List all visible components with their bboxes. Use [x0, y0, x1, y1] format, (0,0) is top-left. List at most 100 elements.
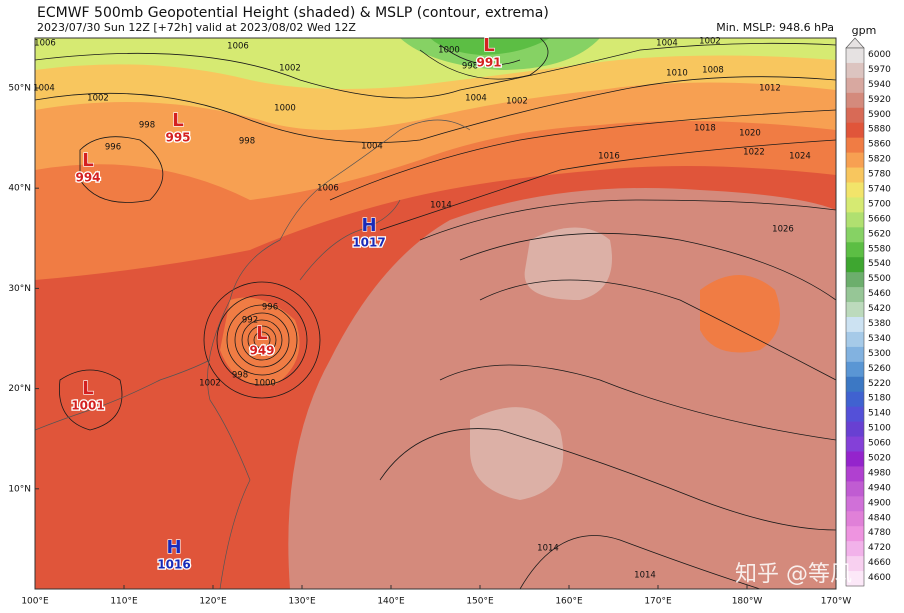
map-frame	[34, 37, 837, 590]
center-type: L	[172, 110, 183, 131]
center-value: 991	[476, 56, 501, 70]
colorbar-swatch	[846, 77, 864, 94]
watermark: 知乎 @等风	[735, 562, 852, 587]
colorbar-tick-label: 5780	[868, 170, 891, 180]
contour-label: 1004	[33, 84, 55, 94]
center-type: L	[82, 378, 93, 399]
colorbar-tick-label: 5860	[868, 140, 891, 150]
center-value: 1001	[71, 399, 104, 413]
lon-label: 120°E	[199, 597, 227, 607]
contour-label: 1004	[361, 142, 383, 152]
lon-label: 160°E	[555, 597, 583, 607]
colorbar-swatch	[846, 317, 864, 333]
colorbar-tick-label: 5220	[868, 379, 891, 389]
lon-label: 110°E	[110, 597, 138, 607]
contour-label: 1014	[634, 571, 656, 581]
lat-label: 30°N	[8, 284, 31, 294]
colorbar-tick-label: 6000	[868, 50, 891, 60]
colorbar-swatch	[846, 212, 864, 228]
shade	[288, 188, 836, 589]
contour-label: 1022	[743, 148, 765, 158]
colorbar-swatch	[846, 197, 864, 213]
lat-label: 40°N	[8, 184, 31, 194]
colorbar-swatch	[846, 451, 864, 467]
colorbar-tick-label: 5300	[868, 349, 891, 359]
shade	[470, 407, 564, 500]
contour-label: 998	[232, 371, 248, 381]
colorbar-tick-label: 5620	[868, 229, 891, 239]
center-value: 1016	[157, 558, 190, 572]
colorbar-swatch	[846, 272, 864, 288]
colorbar-label: gpm	[852, 24, 877, 37]
colorbar-swatch	[846, 361, 864, 378]
colorbar-swatch	[846, 526, 864, 542]
center-value: 994	[75, 171, 100, 185]
center-type: H	[166, 537, 181, 558]
colorbar-tick-label: 5140	[868, 409, 891, 419]
colorbar-swatch	[846, 376, 864, 393]
colorbar-swatch	[846, 62, 864, 79]
colorbar-swatch	[846, 122, 864, 139]
contour-label: 998	[239, 137, 255, 147]
colorbar-tick-label: 5180	[868, 394, 891, 404]
colorbar-tick-label: 5900	[868, 110, 891, 120]
lon-label: 150°E	[466, 597, 494, 607]
contour-label: 998	[462, 62, 478, 72]
title: ECMWF 500mb Geopotential Height (shaded)…	[37, 5, 549, 21]
colorbar-swatch	[846, 167, 864, 183]
shade	[524, 227, 612, 300]
colorbar-tick-label: 5380	[868, 319, 891, 329]
contour-label: 1016	[598, 152, 620, 162]
colorbar-swatch	[846, 346, 864, 363]
colorbar-tick-label: 5100	[868, 424, 891, 434]
contours	[35, 38, 836, 589]
colorbar-tick-label: 5460	[868, 289, 891, 299]
colorbar-swatch	[846, 541, 864, 557]
colorbar-tick-label: 5700	[868, 199, 891, 209]
center-type: L	[483, 35, 494, 56]
colorbar-swatch	[846, 48, 864, 64]
contour-label: 1014	[430, 201, 452, 211]
colorbar-swatch	[846, 302, 864, 318]
colorbar-swatch	[846, 436, 864, 452]
center-type: L	[82, 150, 93, 171]
colorbar-tick-label: 5920	[868, 95, 891, 105]
contour-label: 998	[139, 121, 155, 131]
contour-label: 1018	[694, 124, 716, 134]
colorbar-tick-label: 5540	[868, 259, 891, 269]
colorbar-tick-label: 4900	[868, 498, 891, 508]
center-value: 949	[249, 344, 274, 358]
colorbar-tick-label: 4840	[868, 513, 891, 523]
center-type: H	[361, 215, 376, 236]
colorbar-tick-label: 5500	[868, 274, 891, 284]
colorbar-tick-label: 5340	[868, 334, 891, 344]
center-type: L	[256, 323, 267, 344]
colorbar-frame	[845, 47, 865, 587]
colorbar-swatch	[846, 227, 864, 243]
colorbar-tick-label: 4720	[868, 543, 891, 553]
contour-label: 1002	[87, 94, 109, 104]
lon-label: 180°W	[732, 597, 763, 607]
contour-label: 996	[105, 143, 121, 153]
colorbar-tick-label: 5740	[868, 184, 891, 194]
colorbar-swatch	[846, 242, 864, 258]
min-mslp: Min. MSLP: 948.6 hPa	[716, 21, 834, 34]
colorbar-swatch	[846, 406, 864, 423]
colorbar-tick-label: 4600	[868, 573, 891, 583]
colorbar-swatch	[846, 182, 864, 198]
contour-label: 1004	[656, 39, 678, 49]
center-value: 1017	[352, 236, 385, 250]
contour-label: 1002	[279, 64, 301, 74]
contour-label: 992	[242, 316, 258, 326]
colorbar-tick-label: 5260	[868, 364, 891, 374]
colorbar-tick-label: 5660	[868, 214, 891, 224]
colorbar-tick-label: 5820	[868, 155, 891, 165]
contour-label: 1024	[789, 152, 811, 162]
colorbar-swatch	[846, 511, 864, 527]
colorbar-swatch	[846, 496, 864, 512]
contour-label: 1014	[537, 544, 559, 554]
coastline	[35, 119, 471, 589]
contour-label: 1020	[739, 129, 761, 139]
colorbar-cap	[845, 37, 865, 49]
